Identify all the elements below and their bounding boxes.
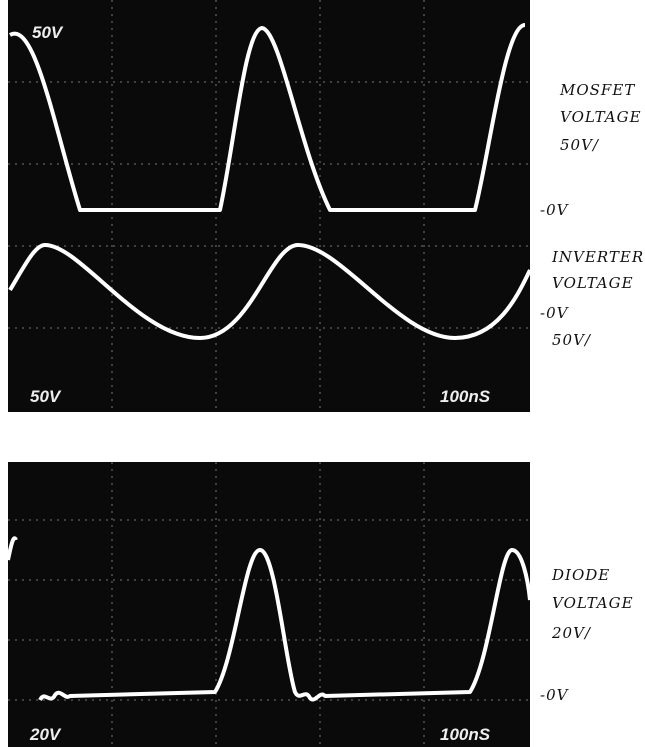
corner-label: 50V bbox=[32, 23, 64, 42]
annotation: 50V/ bbox=[560, 136, 600, 154]
annotation: VOLTAGE bbox=[560, 108, 642, 126]
annotation: MOSFET bbox=[559, 81, 635, 99]
annotation: VOLTAGE bbox=[552, 594, 634, 612]
annotation: 50V/ bbox=[552, 331, 592, 349]
annotation: DIODE bbox=[551, 566, 610, 584]
zero-marker: -0V bbox=[540, 304, 570, 322]
annotation: VOLTAGE bbox=[552, 274, 634, 292]
zero-marker: -0V bbox=[540, 201, 570, 219]
scope-panel bbox=[8, 462, 530, 747]
figure: 50V 50V 100nS 20V 100nS MOSFET VOLTAGE 5… bbox=[0, 0, 645, 747]
annotation: INVERTER bbox=[551, 248, 644, 266]
scope-panel bbox=[8, 0, 530, 412]
vertical-scale: 20V bbox=[29, 725, 62, 744]
vertical-scale: 50V bbox=[30, 387, 62, 406]
annotation: 20V/ bbox=[551, 624, 592, 642]
time-scale: 100nS bbox=[440, 387, 491, 406]
time-scale: 100nS bbox=[440, 725, 491, 744]
zero-marker: -0V bbox=[540, 686, 570, 704]
